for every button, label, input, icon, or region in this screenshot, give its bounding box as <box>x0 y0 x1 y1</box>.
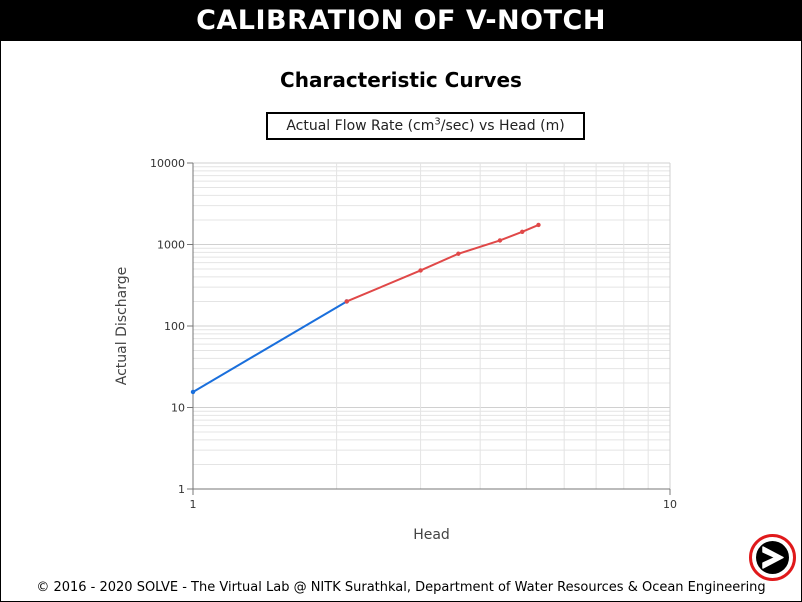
next-button[interactable] <box>749 534 796 581</box>
data-point <box>520 229 525 235</box>
series-line-1 <box>192 300 348 393</box>
y-tick-label: 10 <box>171 402 185 415</box>
footer-copyright: © 2016 - 2020 SOLVE - The Virtual Lab @ … <box>36 580 766 595</box>
data-point <box>536 222 541 228</box>
y-tick-label: 100 <box>164 320 185 333</box>
y-tick-label: 1000 <box>157 239 185 252</box>
y-tick-label: 10000 <box>150 157 185 170</box>
chart-title-suffix: /sec) vs Head (m) <box>440 118 565 134</box>
chart-title-superscript: 3 <box>434 116 441 128</box>
x-axis-title: Head <box>413 527 450 543</box>
arrow-right-icon <box>762 546 784 569</box>
chart-title-prefix: Actual Flow Rate (cm <box>286 118 435 134</box>
series-line-2 <box>346 223 539 303</box>
data-point <box>418 268 423 273</box>
y-tick-label: 1 <box>178 483 185 496</box>
app-title: CALIBRATION OF V-NOTCH <box>0 0 802 41</box>
data-point <box>456 251 461 256</box>
section-title: Characteristic Curves <box>280 68 522 92</box>
characteristic-chart: 1 10 100 1000 10000 1 10 Head Actual Discharge <box>114 157 677 543</box>
x-tick-label: 1 <box>190 498 197 511</box>
x-tick-label: 10 <box>663 498 677 511</box>
data-point <box>344 299 349 304</box>
data-point <box>497 238 503 243</box>
chart-title: Actual Flow Rate (cm3/sec) vs Head (m) <box>266 112 585 140</box>
data-point <box>190 389 196 395</box>
y-axis-title: Actual Discharge <box>114 267 130 385</box>
